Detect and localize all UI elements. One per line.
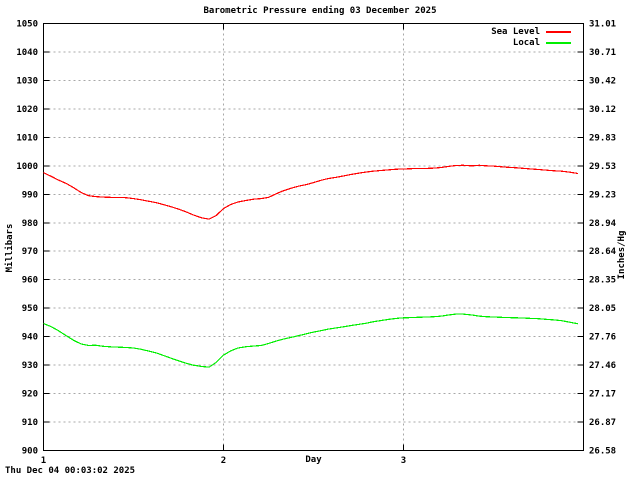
legend-label-sea-level: Sea Level	[491, 26, 540, 37]
y2-axis-tick-label: 30.12	[589, 105, 616, 115]
y-axis-tick-label: 1030	[16, 76, 38, 86]
y2-axis-tick-label: 27.76	[589, 333, 616, 343]
sea-level-line-swatch	[546, 30, 571, 33]
y-axis-tick-label: 1000	[16, 162, 38, 172]
series-line-sea-level	[43, 164, 579, 220]
y-axis-tick-label: 940	[22, 333, 38, 343]
y2-axis-tick-label: 27.17	[589, 390, 616, 400]
y-axis-tick-label: 980	[22, 219, 38, 229]
y-axis-tick-label: 970	[22, 247, 38, 257]
x-axis-tick-label: 3	[401, 456, 406, 466]
y-axis-tick-label: 910	[22, 418, 38, 428]
y2-axis-tick-label: 30.42	[589, 76, 616, 86]
y-axis-tick-label: 1010	[16, 133, 38, 143]
y2-axis-tick-label: 26.87	[589, 418, 616, 428]
y-axis-tick-label: 1020	[16, 105, 38, 115]
y2-axis-tick-label: 28.35	[589, 276, 616, 286]
series-line-local	[43, 313, 579, 368]
chart-title: Barometric Pressure ending 03 December 2…	[203, 6, 437, 16]
local-line-swatch	[546, 41, 571, 44]
right-axis-title: Inches/Hg	[617, 230, 627, 280]
y2-axis-tick-label: 29.23	[589, 190, 616, 200]
y2-axis-tick-label: 28.64	[589, 247, 617, 257]
y2-axis-tick-label: 28.94	[589, 219, 617, 229]
left-axis-title: Millibars	[5, 223, 15, 273]
y-axis-tick-label: 920	[22, 390, 38, 400]
timestamp: Thu Dec 04 00:03:02 2025	[5, 466, 136, 476]
y-axis-tick-label: 950	[22, 304, 38, 314]
legend-row-sea-level: Sea Level	[491, 26, 571, 37]
y2-axis-tick-label: 31.01	[589, 20, 616, 30]
y2-axis-tick-label: 29.83	[589, 133, 616, 143]
legend-row-local: Local	[491, 37, 571, 48]
legend: Sea Level Local	[491, 26, 571, 48]
y2-axis-tick-label: 29.53	[589, 162, 616, 172]
y-axis-tick-label: 960	[22, 276, 38, 286]
x-axis-title: Day	[305, 455, 322, 465]
plot-frame	[43, 23, 584, 451]
y2-axis-tick-label: 28.05	[589, 304, 616, 314]
y-axis-tick-label: 1050	[16, 20, 38, 30]
x-axis-tick-label: 2	[221, 456, 226, 466]
y2-axis-tick-label: 27.46	[589, 361, 616, 371]
legend-label-local: Local	[512, 37, 540, 48]
x-axis-tick-label: 1	[41, 456, 46, 466]
y-axis-tick-label: 900	[22, 447, 38, 457]
y-axis-tick-label: 930	[22, 361, 38, 371]
y-axis-tick-label: 990	[22, 190, 38, 200]
y2-axis-tick-label: 26.58	[589, 447, 616, 457]
y2-axis-tick-label: 30.71	[589, 48, 616, 58]
y-axis-tick-label: 1040	[16, 48, 38, 58]
